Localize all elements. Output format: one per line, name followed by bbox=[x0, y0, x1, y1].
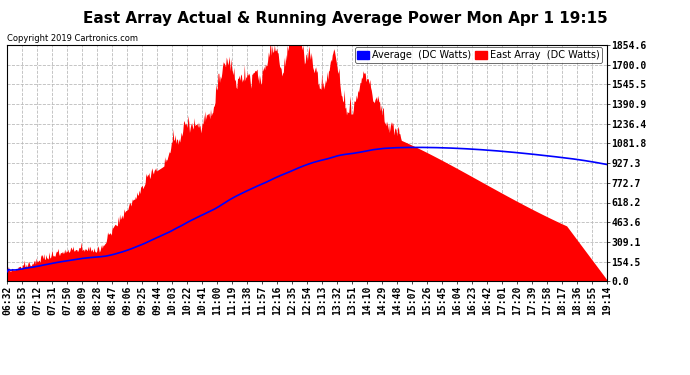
Legend: Average  (DC Watts), East Array  (DC Watts): Average (DC Watts), East Array (DC Watts… bbox=[355, 48, 602, 63]
Text: East Array Actual & Running Average Power Mon Apr 1 19:15: East Array Actual & Running Average Powe… bbox=[83, 11, 607, 26]
Text: Copyright 2019 Cartronics.com: Copyright 2019 Cartronics.com bbox=[7, 34, 138, 43]
